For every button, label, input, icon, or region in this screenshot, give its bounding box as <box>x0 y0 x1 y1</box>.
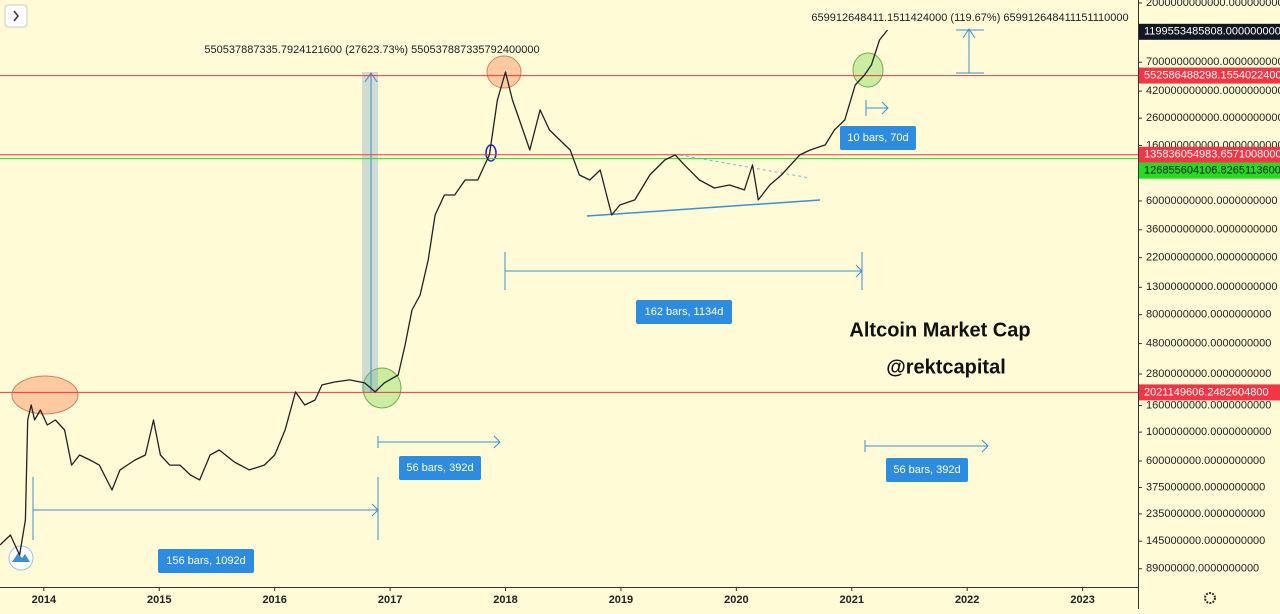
range-arrow <box>865 100 889 116</box>
range-arrow <box>864 439 989 453</box>
range-box-bg <box>886 458 968 482</box>
y-tick-label: 375000000.0000000000 <box>1146 481 1265 493</box>
y-tick-label: 235000000.0000000000 <box>1146 508 1265 520</box>
x-tick-label: 2018 <box>493 594 517 606</box>
y-tick-label: 2800000000.0000000000 <box>1146 368 1271 380</box>
range-box: 156 bars, 1092d <box>158 549 254 573</box>
range-arrow <box>32 477 379 540</box>
price-badge-label: 135836054983.6571008000 <box>1144 149 1280 161</box>
range-box: 162 bars, 1134d <box>636 300 732 324</box>
highlight-ellipse <box>362 367 402 409</box>
range-box-bg <box>399 456 481 480</box>
y-tick-label: 60000000000.0000000000 <box>1146 195 1278 207</box>
y-tick-label: 420000000000.0000000000 <box>1146 85 1280 97</box>
price-badge-label: 552586488298.1554022400 <box>1144 69 1280 81</box>
range-box: 10 bars, 70d <box>840 126 916 150</box>
y-tick-label: 4800000000.0000000000 <box>1146 337 1271 349</box>
x-tick-label: 2019 <box>609 594 633 606</box>
y-tick-label: 13000000000.0000000000 <box>1146 281 1278 293</box>
range-box: 56 bars, 392d <box>886 458 968 482</box>
price-badge-label: 1199553485808.0000000000 <box>1144 26 1280 38</box>
price-badge <box>1139 162 1280 179</box>
settings-icon[interactable] <box>1204 592 1216 604</box>
measure-label: 659912648411.1511424000 (119.67%) 659912… <box>811 12 1128 24</box>
x-tick-label: 2020 <box>724 594 748 606</box>
y-tick-label: 8000000000.0000000000 <box>1146 309 1271 321</box>
range-arrow <box>377 435 501 449</box>
x-tick-label: 2015 <box>147 594 171 606</box>
range-box-label: 10 bars, 70d <box>847 132 908 144</box>
range-box: 56 bars, 392d <box>399 456 481 480</box>
chart-subtitle: @rektcapital <box>886 356 1006 378</box>
y-tick-label: 1000000000.0000000000 <box>1146 426 1271 438</box>
range-box-label: 56 bars, 392d <box>893 464 960 476</box>
price-badge <box>1139 384 1280 401</box>
x-tick-label: 2014 <box>32 594 57 606</box>
price-badge <box>1139 146 1280 163</box>
range-box-label: 156 bars, 1092d <box>166 555 246 567</box>
y-tick-label: 700000000000.0000000000 <box>1146 56 1280 68</box>
x-tick-label: 2022 <box>955 594 979 606</box>
range-arrow <box>504 252 863 290</box>
chart-title: Altcoin Market Cap <box>849 319 1030 341</box>
highlight-ellipse <box>486 55 522 89</box>
range-box-bg <box>636 300 732 324</box>
y-tick-label: 600000000.0000000000 <box>1146 455 1265 467</box>
plot-area <box>0 0 1138 587</box>
range-box-bg <box>840 126 916 150</box>
price-badge-label: 2021149606.2482604800 <box>1144 386 1269 398</box>
price-badge <box>1139 23 1280 40</box>
measure-arrow <box>364 72 378 392</box>
logo-mark <box>12 553 30 562</box>
range-box-label: 56 bars, 392d <box>406 462 473 474</box>
range-box-label: 162 bars, 1134d <box>645 306 724 318</box>
y-tick-label: 1600000000.0000000000 <box>1146 400 1271 412</box>
measure-arrow <box>956 28 984 74</box>
toggle-icon <box>13 10 19 22</box>
x-tick-label: 2017 <box>378 594 402 606</box>
range-box-bg <box>158 549 254 573</box>
y-tick-label: 145000000.0000000000 <box>1146 535 1265 547</box>
highlight-ellipse <box>11 375 79 415</box>
price-line-series <box>0 29 889 556</box>
toggle-button[interactable] <box>4 4 28 28</box>
y-tick-label: 2000000000000.0000000000 <box>1146 0 1280 9</box>
x-tick-label: 2021 <box>840 594 864 606</box>
y-tick-label: 89000000.0000000000 <box>1146 563 1259 575</box>
x-tick-label: 2023 <box>1070 594 1094 606</box>
y-tick-label: 260000000000.0000000000 <box>1146 112 1280 124</box>
price-badge-label: 126855604106.8265113600 <box>1144 165 1280 177</box>
trend-line <box>586 199 821 217</box>
trend-line <box>679 154 811 179</box>
gear[interactable] <box>1204 592 1216 604</box>
measure-label: 550537887335.7924121600 (27623.73%) 5505… <box>204 44 539 56</box>
y-tick-label: 22000000000.0000000000 <box>1146 252 1278 264</box>
x-tick-label: 2016 <box>262 594 286 606</box>
y-tick-label: 36000000000.0000000000 <box>1146 224 1278 236</box>
price-badge <box>1139 67 1280 84</box>
measure-band <box>362 72 378 392</box>
